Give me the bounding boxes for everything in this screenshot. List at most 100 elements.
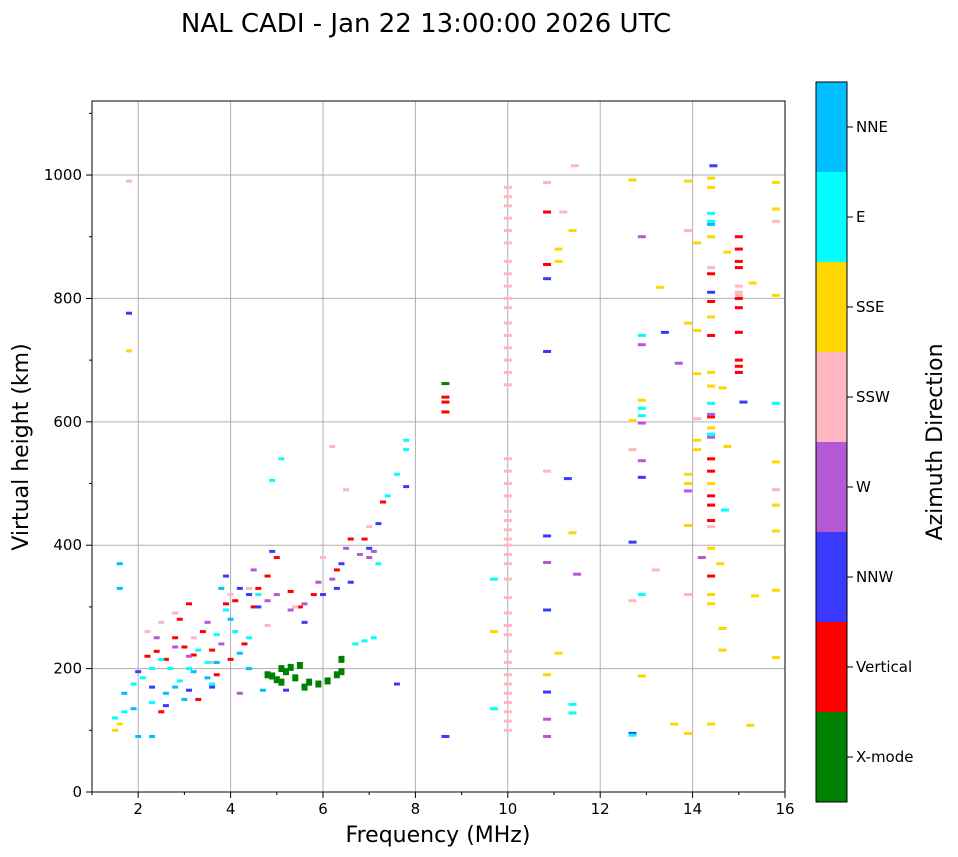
data-point — [693, 329, 702, 333]
data-point — [734, 293, 743, 297]
data-point — [195, 648, 202, 652]
data-point — [734, 235, 743, 239]
data-point — [366, 556, 373, 560]
data-point — [301, 602, 308, 606]
data-point — [554, 247, 563, 251]
colorbar-swatch — [816, 172, 847, 262]
data-point — [283, 668, 290, 676]
data-point — [683, 489, 692, 493]
data-point — [568, 711, 577, 715]
data-point — [503, 346, 512, 350]
data-point — [543, 210, 552, 214]
data-point — [707, 384, 716, 388]
data-point — [543, 734, 552, 738]
data-point — [273, 593, 280, 597]
x-tick-label: 12 — [591, 800, 610, 818]
data-point — [707, 469, 716, 473]
data-point — [204, 660, 211, 664]
data-point — [278, 457, 285, 461]
data-point — [554, 259, 563, 263]
data-point — [734, 370, 743, 374]
y-tick-label: 200 — [53, 660, 82, 678]
data-point — [296, 605, 303, 609]
colorbar-tick-label: NNW — [856, 568, 893, 586]
data-point — [503, 691, 512, 695]
data-point — [771, 207, 780, 211]
data-point — [153, 649, 160, 653]
data-point — [195, 697, 202, 701]
data-point — [135, 670, 142, 674]
data-point — [112, 716, 119, 720]
data-point — [361, 537, 368, 541]
data-point — [343, 488, 350, 492]
data-point — [232, 599, 239, 603]
data-point — [570, 164, 579, 168]
x-tick-label: 4 — [226, 800, 236, 818]
data-point — [343, 546, 350, 550]
data-point — [750, 594, 759, 598]
data-point — [568, 702, 577, 706]
data-point — [403, 448, 410, 452]
data-point — [370, 636, 377, 640]
data-point — [637, 421, 646, 425]
data-point — [660, 330, 669, 334]
data-point — [683, 179, 692, 183]
data-point — [707, 432, 716, 436]
data-point — [503, 204, 512, 208]
data-point — [246, 593, 253, 597]
data-point — [707, 546, 716, 550]
data-point — [264, 599, 271, 603]
data-point — [637, 343, 646, 347]
y-tick-label: 0 — [72, 783, 82, 801]
data-point — [380, 500, 387, 504]
chart-title: NAL CADI - Jan 22 13:00:00 2026 UTC — [181, 9, 671, 39]
y-tick-label: 400 — [53, 536, 82, 554]
data-point — [503, 241, 512, 245]
data-point — [246, 667, 253, 671]
data-point — [116, 562, 123, 566]
data-point — [573, 572, 582, 576]
series-w — [153, 235, 716, 738]
data-point — [637, 414, 646, 418]
data-point — [186, 654, 193, 658]
data-point — [213, 633, 220, 637]
y-axis: 0 200 400 600 800 1000 — [44, 112, 92, 801]
data-point — [209, 685, 216, 689]
data-point — [734, 296, 743, 300]
data-point — [403, 485, 410, 489]
data-point — [503, 562, 512, 566]
data-point — [218, 586, 225, 590]
data-point — [503, 596, 512, 600]
data-point — [707, 415, 716, 419]
x-axis: 2 4 6 8 10 12 14 16 — [91, 792, 795, 818]
data-point — [707, 219, 716, 223]
data-point — [130, 682, 137, 686]
data-point — [338, 655, 345, 663]
data-point — [568, 531, 577, 535]
data-point — [190, 653, 197, 657]
data-point — [543, 534, 552, 538]
data-point — [273, 676, 280, 684]
data-point — [683, 593, 692, 597]
data-point — [338, 668, 345, 676]
data-point — [489, 577, 498, 581]
data-point — [503, 519, 512, 523]
colorbar-swatch — [816, 82, 847, 172]
data-point — [172, 645, 179, 649]
data-point — [628, 178, 637, 182]
data-point — [269, 672, 276, 680]
data-point — [315, 680, 322, 688]
data-point — [320, 593, 326, 597]
colorbar-tick-label: SSE — [856, 298, 885, 316]
data-point — [674, 361, 683, 365]
data-point — [269, 549, 276, 553]
data-point — [250, 605, 257, 609]
data-point — [503, 682, 512, 686]
y-axis-label: Virtual height (km) — [9, 343, 34, 550]
data-point — [162, 704, 169, 708]
data-point — [709, 164, 718, 168]
x-axis-label: Frequency (MHz) — [346, 823, 531, 848]
data-point — [125, 179, 132, 183]
data-point — [441, 734, 450, 738]
data-point — [707, 435, 716, 439]
